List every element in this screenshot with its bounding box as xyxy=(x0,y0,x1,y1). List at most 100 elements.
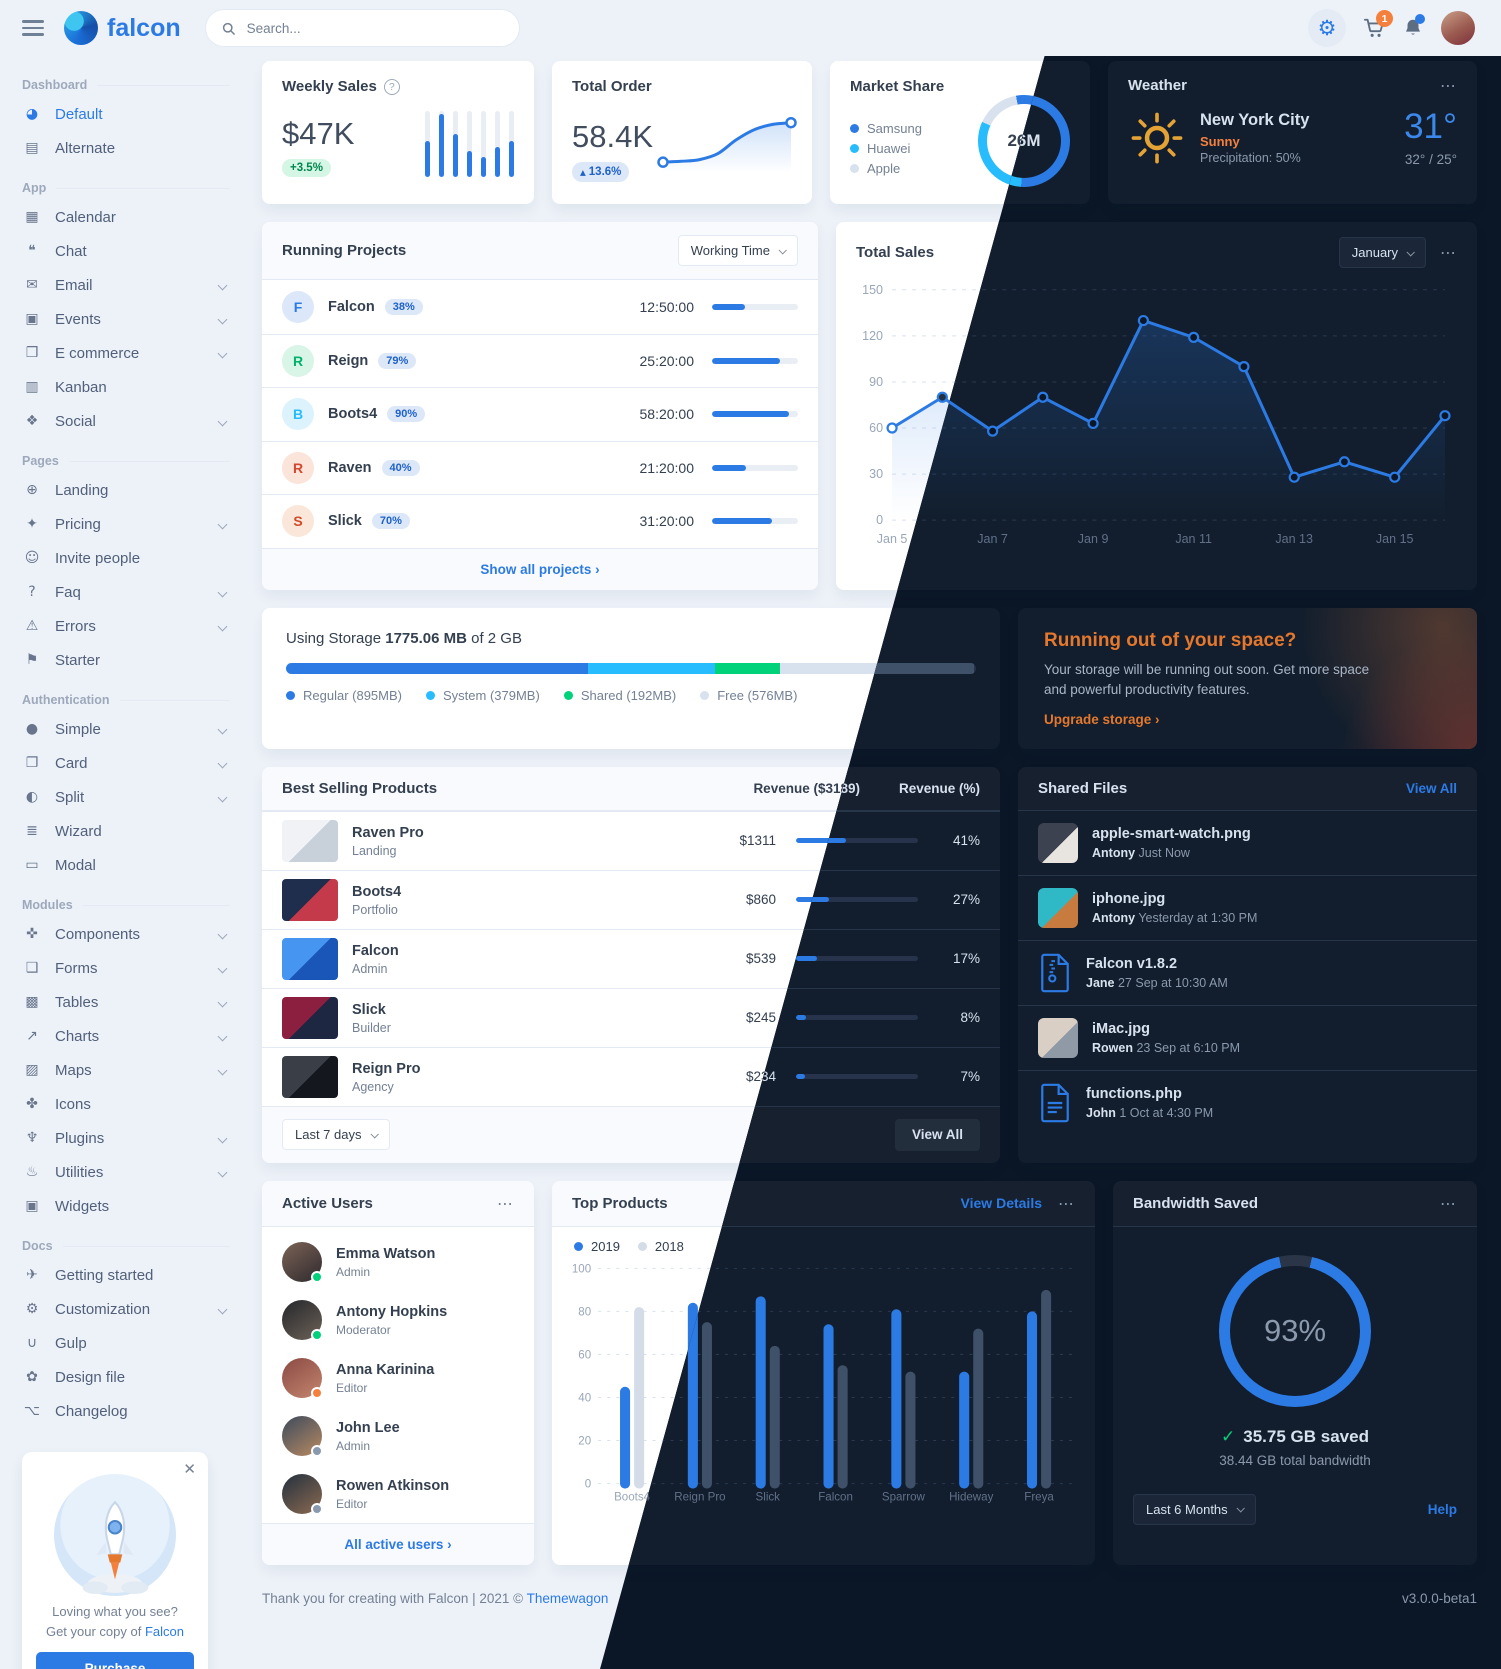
sidebar-section-label: App xyxy=(22,181,230,195)
project-name: Slick xyxy=(328,513,362,530)
project-row[interactable]: R Raven 40% 21:20:00 xyxy=(262,440,818,495)
user-avatar[interactable] xyxy=(1441,11,1475,45)
settings-button[interactable]: ⚙ xyxy=(1308,9,1346,47)
bandwidth-menu-button[interactable]: ⋯ xyxy=(1440,1193,1457,1213)
sidebar-item-starter[interactable]: ⚑ Starter xyxy=(22,643,230,677)
close-icon[interactable]: ✕ xyxy=(183,1460,196,1478)
help-icon[interactable]: ? xyxy=(383,78,400,95)
sidebar-item-label: Chat xyxy=(55,242,87,260)
top-products-menu-button[interactable]: ⋯ xyxy=(1058,1193,1075,1213)
sidebar-item-simple[interactable]: ● Simple xyxy=(22,712,230,746)
sidebar-item-tables[interactable]: ▩ Tables xyxy=(22,985,230,1019)
sidebar-item-landing[interactable]: ⊕ Landing xyxy=(22,473,230,507)
project-row[interactable]: R Reign 79% 25:20:00 xyxy=(262,333,818,388)
legend-item-2018[interactable]: 2018 xyxy=(637,1239,684,1254)
sidebar-item-design-file[interactable]: ✿ Design file xyxy=(22,1360,230,1394)
sidebar-item-widgets[interactable]: ▣ Widgets xyxy=(22,1189,230,1223)
notifications-button[interactable] xyxy=(1402,14,1425,39)
sidebar-item-plugins[interactable]: ♆ Plugins xyxy=(22,1121,230,1155)
sidebar-item-utilities[interactable]: ♨ Utilities xyxy=(22,1155,230,1189)
help-link[interactable]: Help xyxy=(1427,1501,1457,1517)
active-user-row[interactable]: Anna Karinina Editor xyxy=(262,1349,534,1407)
sidebar-item-changelog[interactable]: ⌥ Changelog xyxy=(22,1394,230,1428)
sidebar-item-icons[interactable]: ✤ Icons xyxy=(22,1087,230,1121)
active-user-row[interactable]: Emma Watson Admin xyxy=(262,1233,534,1291)
simple-icon: ● xyxy=(25,721,39,737)
total-sales-menu-button[interactable]: ⋯ xyxy=(1440,243,1457,262)
shared-file-row[interactable]: apple-smart-watch.png Antony Just Now xyxy=(1018,811,1477,875)
active-users-menu-button[interactable]: ⋯ xyxy=(497,1193,514,1213)
sidebar-item-events[interactable]: ▣ Events xyxy=(22,302,230,336)
search-input[interactable] xyxy=(244,19,504,37)
project-row[interactable]: S Slick 70% 31:20:00 xyxy=(262,494,818,548)
sidebar-item-chat[interactable]: ❝ Chat xyxy=(22,234,230,268)
sidebar-item-maps[interactable]: ▨ Maps xyxy=(22,1053,230,1087)
sidebar-item-calendar[interactable]: ▦ Calendar xyxy=(22,200,230,234)
sidebar-item-pricing[interactable]: ✦ Pricing xyxy=(22,507,230,541)
hamburger-menu-icon[interactable] xyxy=(22,16,44,40)
weather-menu-button[interactable]: ⋯ xyxy=(1440,76,1457,95)
shared-file-row[interactable]: iphone.jpg Antony Yesterday at 1:30 PM xyxy=(1018,874,1477,940)
sidebar-item-wizard[interactable]: ≣ Wizard xyxy=(22,814,230,848)
project-row[interactable]: F Falcon 38% 12:50:00 xyxy=(262,280,818,334)
working-time-select[interactable]: Working Time xyxy=(677,235,798,266)
shared-file-row[interactable]: functions.php John 1 Oct at 4:30 PM xyxy=(1018,1069,1477,1135)
sidebar-item-errors[interactable]: ⚠ Errors xyxy=(22,609,230,643)
files-view-all-link[interactable]: View All xyxy=(1405,780,1457,796)
sidebar-item-faq[interactable]: ? Faq xyxy=(22,575,230,609)
last-7-days-select[interactable]: Last 7 days xyxy=(282,1119,390,1150)
product-category: Landing xyxy=(352,843,397,858)
sidebar-item-kanban[interactable]: ▥ Kanban xyxy=(22,370,230,404)
legend-item-2019[interactable]: 2019 xyxy=(574,1239,620,1254)
shared-file-row[interactable]: iMac.jpg Rowen 23 Sep at 6:10 PM xyxy=(1018,1004,1477,1070)
themewagon-link[interactable]: Themewagon xyxy=(526,1590,609,1606)
check-icon: ✓ xyxy=(1221,1426,1236,1447)
sidebar-item-card[interactable]: ❐ Card xyxy=(22,746,230,780)
product-revenue-percent: 27% xyxy=(952,892,980,907)
falcon-logo[interactable]: falcon xyxy=(64,11,181,45)
all-active-users-link[interactable]: All active users › xyxy=(344,1536,452,1552)
sidebar-item-default[interactable]: ◕ Default xyxy=(22,97,230,131)
sidebar-item-social[interactable]: ❖ Social xyxy=(22,404,230,438)
cart-button[interactable]: 1 xyxy=(1363,10,1393,39)
month-select[interactable]: January xyxy=(1338,237,1426,268)
promo-line2: Get your copy of Falcon xyxy=(45,1623,185,1639)
view-details-link[interactable]: View Details xyxy=(960,1195,1042,1211)
sidebar-item-email[interactable]: ✉ Email xyxy=(22,268,230,302)
weather-range: 32° / 25° xyxy=(1404,152,1457,167)
sidebar-item-modal[interactable]: ▭ Modal xyxy=(22,848,230,882)
sidebar-item-getting-started[interactable]: ✈ Getting started xyxy=(22,1258,230,1292)
sidebar-item-split[interactable]: ◐ Split xyxy=(22,780,230,814)
project-time: 12:50:00 xyxy=(639,298,695,315)
sidebar-item-e-commerce[interactable]: ❒ E commerce xyxy=(22,336,230,370)
active-user-row[interactable]: Rowen Atkinson Editor xyxy=(262,1465,534,1523)
product-revenue-percent: 8% xyxy=(960,1010,980,1025)
show-all-projects-link[interactable]: Show all projects › xyxy=(480,561,600,577)
project-percent-badge: 70% xyxy=(371,513,410,530)
active-user-row[interactable]: John Lee Admin xyxy=(262,1407,534,1465)
storage-segment-system-379mb xyxy=(587,662,716,674)
shared-files-title: Shared Files xyxy=(1038,779,1128,797)
active-user-row[interactable]: Antony Hopkins Moderator xyxy=(262,1291,534,1349)
sidebar-item-components[interactable]: ✜ Components xyxy=(22,917,230,951)
upgrade-storage-link[interactable]: Upgrade storage › xyxy=(1044,712,1160,727)
sidebar-item-charts[interactable]: ↗ Charts xyxy=(22,1019,230,1053)
sidebar-item-forms[interactable]: ❑ Forms xyxy=(22,951,230,985)
shared-file-row[interactable]: Falcon v1.8.2 Jane 27 Sep at 10:30 AM xyxy=(1018,939,1477,1005)
falcon-link[interactable]: Falcon xyxy=(144,1623,185,1639)
chevron-down-icon xyxy=(217,1065,228,1075)
sidebar-item-invite-people[interactable]: ☺ Invite people xyxy=(22,541,230,575)
last-6-months-select[interactable]: Last 6 Months xyxy=(1133,1493,1256,1525)
getting-started-icon: ✈ xyxy=(26,1267,38,1283)
project-name: Falcon xyxy=(328,298,375,315)
split-icon: ◐ xyxy=(25,789,39,805)
weekly-sales-bar xyxy=(453,111,458,177)
sidebar-item-customization[interactable]: ⚙ Customization xyxy=(22,1292,230,1326)
view-all-button[interactable]: View All xyxy=(894,1118,980,1151)
project-row[interactable]: B Boots4 90% 58:20:00 xyxy=(262,387,818,441)
sidebar-item-alternate[interactable]: ▤ Alternate xyxy=(22,131,230,165)
search-bar[interactable] xyxy=(204,9,520,47)
purchase-button[interactable]: Purchase xyxy=(36,1652,194,1669)
sidebar-item-gulp[interactable]: ∪ Gulp xyxy=(22,1326,230,1360)
product-row[interactable]: Slick Builder $245 8% xyxy=(262,987,1000,1047)
